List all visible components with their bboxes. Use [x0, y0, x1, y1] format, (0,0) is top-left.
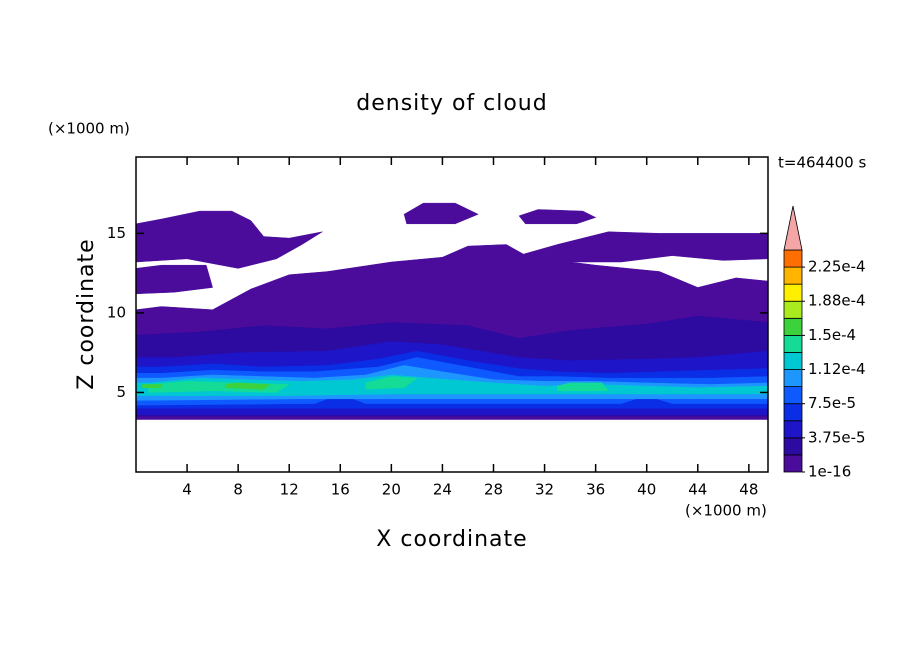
x-tick-label: 8	[233, 481, 243, 499]
time-label: t=464400 s	[778, 154, 866, 172]
colorbar-extension	[783, 205, 803, 251]
x-unit: (×1000 m)	[685, 502, 767, 520]
contour-region	[136, 210, 323, 269]
colorbar-label: 3.75e-5	[808, 428, 866, 446]
colorbar-box	[783, 420, 803, 439]
colorbar-box	[783, 317, 803, 336]
y-axis-title: Z coordinate	[74, 238, 99, 389]
colorbar-box	[783, 369, 803, 388]
x-tick-label: 20	[382, 481, 401, 499]
x-tick-label: 48	[739, 481, 758, 499]
x-tick-label: 12	[280, 481, 299, 499]
colorbar-box	[783, 454, 803, 473]
colorbar-box	[783, 403, 803, 422]
colorbar-label: 1.5e-4	[808, 326, 856, 344]
y-tick-label: 10	[107, 303, 126, 321]
colorbar-label: 7.5e-5	[808, 394, 856, 412]
contour-region	[518, 209, 597, 225]
y-tick-label: 5	[116, 383, 126, 401]
x-tick-label: 36	[586, 481, 605, 499]
contour-region	[136, 264, 213, 295]
x-tick-label: 4	[182, 481, 192, 499]
colorbar-box	[783, 437, 803, 456]
x-tick-label: 44	[688, 481, 707, 499]
colorbar-box	[783, 352, 803, 370]
plot-frame	[135, 156, 769, 473]
colorbar-box	[783, 386, 803, 405]
colorbar-box	[783, 283, 803, 302]
colorbar-label: 1.12e-4	[808, 360, 866, 378]
colorbar-box	[783, 249, 803, 268]
contour-region	[142, 384, 162, 388]
y-tick-label: 15	[107, 224, 126, 242]
x-tick-label: 32	[535, 481, 554, 499]
x-tick-label: 16	[331, 481, 350, 499]
contours	[136, 202, 768, 420]
colorbar-label: 2.25e-4	[808, 258, 866, 276]
y-unit: (×1000 m)	[48, 120, 130, 138]
colorbar-box	[783, 266, 803, 285]
x-tick-label: 28	[484, 481, 503, 499]
chart-title: density of cloud	[356, 91, 547, 116]
contour-region	[365, 376, 418, 390]
colorbar-box	[783, 334, 803, 353]
plot-area	[136, 202, 768, 420]
contour-region	[136, 374, 768, 396]
colorbar-label: 1e-16	[808, 463, 851, 481]
contour-region	[225, 382, 271, 390]
contour-region	[512, 231, 768, 263]
x-axis-title: X coordinate	[376, 527, 527, 552]
colorbar-box	[783, 300, 803, 319]
contour-region	[403, 202, 479, 225]
colorbar-label: 1.88e-4	[808, 292, 866, 310]
x-tick-label: 24	[433, 481, 452, 499]
contour-region	[557, 382, 609, 392]
x-tick-label: 40	[637, 481, 656, 499]
